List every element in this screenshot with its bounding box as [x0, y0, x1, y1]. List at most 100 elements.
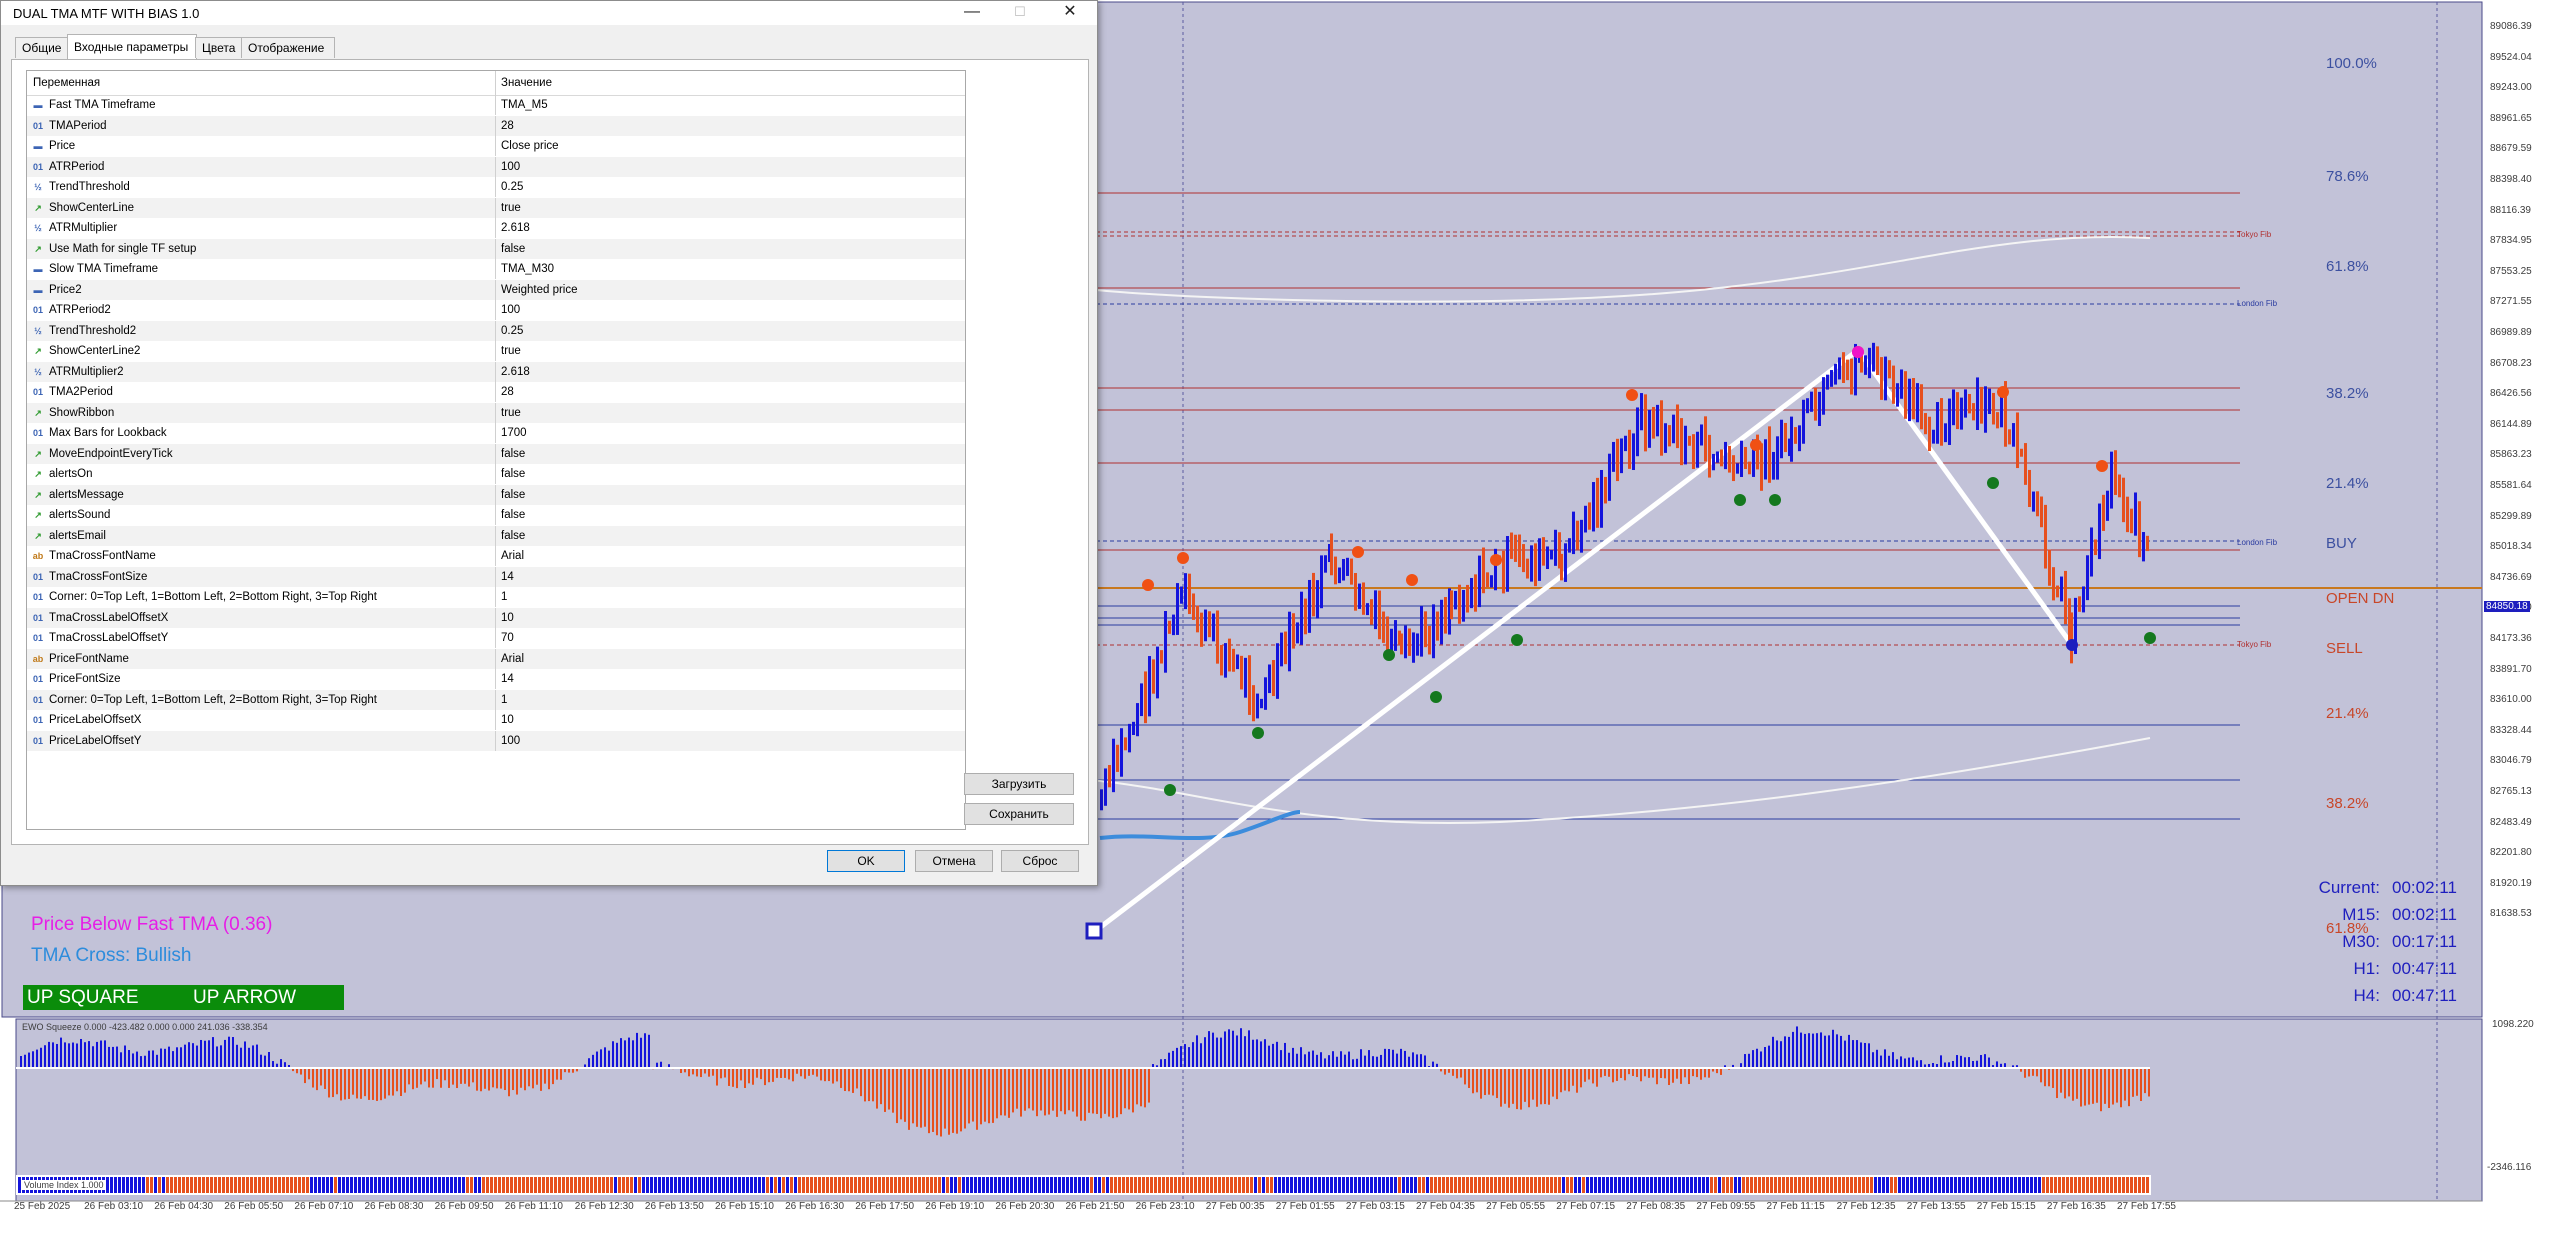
grid-row[interactable]: ab PriceFontName Arial	[27, 648, 965, 669]
grid-row[interactable]: 01 TmaCrossLabelOffsetX 10	[27, 607, 965, 628]
grid-row[interactable]: 01 TmaCrossFontSize 14	[27, 566, 965, 587]
param-value[interactable]: false	[501, 509, 526, 521]
param-value[interactable]: Arial	[501, 550, 525, 562]
param-value[interactable]: 2.618	[501, 222, 530, 234]
oscillator-bar	[456, 1068, 458, 1089]
param-value[interactable]: 14	[501, 570, 514, 583]
grid-row[interactable]: ½ ATRMultiplier 2.618	[27, 218, 965, 238]
grid-row[interactable]: 01 TmaCrossLabelOffsetY 70	[27, 628, 965, 648]
param-value[interactable]: Close price	[501, 140, 559, 152]
param-value[interactable]: false	[501, 447, 526, 460]
grid-row[interactable]: 01 PriceLabelOffsetY 100	[27, 730, 965, 751]
param-value[interactable]: 2.618	[501, 365, 530, 378]
grid-row[interactable]: 01 Corner: 0=Top Left, 1=Bottom Left, 2=B…	[27, 689, 965, 710]
oscillator-bar	[1940, 1055, 1942, 1068]
header-value[interactable]: Значение	[501, 77, 552, 89]
param-value[interactable]: false	[501, 529, 526, 542]
grid-row[interactable]: ▬ Price Close price	[27, 136, 965, 156]
grid-row[interactable]: 01 ATRPeriod 100	[27, 156, 965, 177]
grid-row[interactable]: ↗ MoveEndpointEveryTick false	[27, 443, 965, 464]
param-value[interactable]: 100	[501, 734, 521, 747]
grid-row[interactable]: ▬ Price2 Weighted price	[27, 279, 965, 300]
inputs-grid[interactable]: Переменная Значение ▬ Fast TMA Timeframe T…	[26, 70, 966, 830]
maximize-button[interactable]: ☐	[1014, 4, 1026, 19]
cancel-button[interactable]: Отмена	[915, 850, 993, 872]
candle	[1124, 737, 1127, 751]
grid-row[interactable]: ↗ ShowCenterLine2 true	[27, 341, 965, 361]
tab-inputs[interactable]: Входные параметры	[67, 34, 197, 59]
tab-general[interactable]: Общие	[15, 37, 71, 58]
param-value[interactable]: 1	[501, 693, 508, 706]
grid-row[interactable]: 01 PriceLabelOffsetX 10	[27, 710, 965, 730]
grid-row[interactable]: 01 Corner: 0=Top Left, 1=Bottom Left, 2=B…	[27, 587, 965, 607]
param-value[interactable]: 100	[501, 160, 521, 173]
param-value[interactable]: 70	[501, 632, 514, 644]
param-value[interactable]: 0.25	[501, 181, 524, 193]
grid-row[interactable]: ↗ alertsSound false	[27, 505, 965, 525]
grid-row[interactable]: 01 TMA2Period 28	[27, 382, 965, 402]
grid-row[interactable]: ▬ Slow TMA Timeframe TMA_M30	[27, 259, 965, 279]
volume-bar	[1094, 1177, 1097, 1193]
param-value[interactable]: 28	[501, 119, 514, 132]
param-value[interactable]: false	[501, 468, 526, 480]
swing-high-marker	[1352, 546, 1364, 558]
param-value[interactable]: true	[501, 201, 521, 214]
grid-row[interactable]: ↗ alertsEmail false	[27, 525, 965, 546]
reset-button[interactable]: Сброс	[1001, 850, 1079, 872]
oscillator-bar	[1896, 1059, 1898, 1068]
grid-row[interactable]: ½ TrendThreshold 0.25	[27, 177, 965, 197]
param-value[interactable]: Arial	[501, 652, 525, 665]
grid-row[interactable]: 01 Max Bars for Lookback 1700	[27, 423, 965, 443]
tab-visualization[interactable]: Отображение	[241, 37, 335, 58]
param-value[interactable]: TMA_M5	[501, 99, 548, 111]
param-name: ATRMultiplier2	[49, 365, 124, 378]
oscillator-bar	[1288, 1052, 1290, 1068]
minimize-button[interactable]: —	[964, 3, 980, 20]
oscillator-bar	[1356, 1058, 1358, 1068]
oscillator-bar	[544, 1068, 546, 1084]
param-value[interactable]: false	[501, 242, 526, 255]
param-value[interactable]: 1	[501, 591, 508, 603]
ok-button[interactable]: OK	[827, 850, 905, 872]
param-value[interactable]: 100	[501, 304, 521, 316]
save-button[interactable]: Сохранить	[964, 803, 1074, 825]
grid-row[interactable]: 01 TMAPeriod 28	[27, 115, 965, 136]
volume-bar	[842, 1177, 845, 1193]
grid-row[interactable]: ↗ ShowRibbon true	[27, 402, 965, 423]
load-button[interactable]: Загрузить	[964, 773, 1074, 795]
grid-row[interactable]: ▬ Fast TMA Timeframe TMA_M5	[27, 95, 965, 115]
param-value[interactable]: 0.25	[501, 324, 524, 337]
param-value[interactable]: true	[501, 345, 521, 357]
grid-row[interactable]: 01 PriceFontSize 14	[27, 669, 965, 689]
param-value[interactable]: 10	[501, 611, 514, 624]
param-value[interactable]: 1700	[501, 427, 527, 439]
oscillator-bar	[620, 1038, 622, 1068]
param-value[interactable]: Weighted price	[501, 283, 578, 296]
volume-bar	[942, 1177, 945, 1193]
oscillator-bar	[1944, 1062, 1946, 1068]
param-name: alertsEmail	[49, 529, 106, 542]
oscillator-bar	[1148, 1068, 1150, 1103]
param-value[interactable]: true	[501, 406, 521, 419]
swing-high-marker	[1997, 386, 2009, 398]
param-value[interactable]: 28	[501, 386, 514, 398]
volume-bar	[1362, 1177, 1365, 1193]
grid-row[interactable]: ½ ATRMultiplier2 2.618	[27, 361, 965, 382]
grid-row[interactable]: ↗ Use Math for single TF setup false	[27, 238, 965, 259]
param-value[interactable]: 14	[501, 673, 514, 685]
grid-row[interactable]: ab TmaCrossFontName Arial	[27, 546, 965, 566]
param-value[interactable]: 10	[501, 714, 514, 726]
volume-bar	[1082, 1177, 1085, 1193]
param-value[interactable]: TMA_M30	[501, 263, 555, 275]
tab-colors[interactable]: Цвета	[195, 37, 245, 58]
grid-row[interactable]: ½ TrendThreshold2 0.25	[27, 320, 965, 341]
grid-row[interactable]: ↗ ShowCenterLine true	[27, 197, 965, 218]
close-button[interactable]: ✕	[1063, 3, 1077, 20]
dialog-titlebar[interactable]: DUAL TMA MTF WITH BIAS 1.0 — ☐ ✕	[1, 1, 1097, 25]
grid-row[interactable]: ↗ alertsMessage false	[27, 484, 965, 505]
volume-bar	[1374, 1177, 1377, 1193]
header-variable[interactable]: Переменная	[33, 77, 101, 89]
grid-row[interactable]: 01 ATRPeriod2 100	[27, 300, 965, 320]
grid-row[interactable]: ↗ alertsOn false	[27, 464, 965, 484]
param-value[interactable]: false	[501, 488, 526, 501]
